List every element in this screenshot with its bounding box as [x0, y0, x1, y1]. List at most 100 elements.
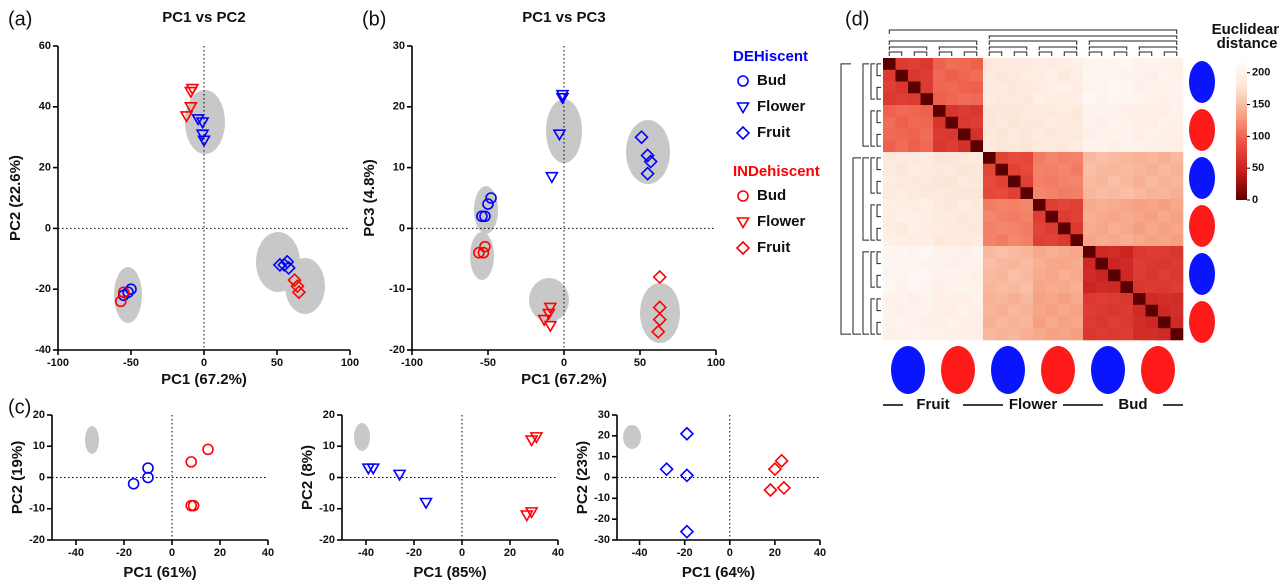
- heatmap-cell: [1020, 234, 1034, 247]
- heatmap-cell: [983, 58, 996, 71]
- heatmap-cell: [1133, 328, 1146, 341]
- y-axis-label: PC2 (19%): [9, 441, 26, 514]
- heatmap-cell: [1133, 105, 1146, 118]
- heatmap-cell: [1033, 210, 1046, 223]
- heatmap-cell: [995, 58, 1009, 71]
- marker: [767, 462, 783, 477]
- heatmap-cell: [945, 81, 959, 94]
- heatmap-cell: [883, 304, 896, 317]
- dendrogram: [870, 204, 875, 241]
- heatmap-cell: [1108, 128, 1121, 141]
- heatmap-cell: [1120, 58, 1134, 71]
- organ-icon: [1189, 205, 1215, 247]
- y-tick-label: -20: [594, 513, 610, 525]
- dendrogram: [888, 29, 1178, 34]
- heatmap-cell: [995, 187, 1009, 200]
- heatmap-cell: [1070, 328, 1084, 341]
- heatmap-cell: [1058, 187, 1071, 200]
- heatmap-cell: [1158, 163, 1171, 176]
- heatmap-cell: [920, 128, 934, 141]
- heatmap-cell: [995, 316, 1009, 329]
- heatmap-cell: [1170, 116, 1184, 129]
- heatmap-cell: [1008, 246, 1021, 259]
- heatmap-cell: [1033, 175, 1046, 188]
- heatmap-cell: [933, 210, 946, 223]
- organ-icon: [1091, 346, 1125, 394]
- heatmap-cell: [995, 199, 1009, 212]
- x-tick-label: 0: [459, 547, 465, 559]
- heatmap-cell: [958, 187, 971, 200]
- heatmap-cell: [1020, 175, 1034, 188]
- marker: [485, 192, 497, 204]
- heatmap-cell: [1133, 69, 1146, 82]
- heatmap-cell: [1108, 210, 1121, 223]
- dendrogram: [852, 157, 861, 335]
- heatmap-cell: [1108, 175, 1121, 188]
- organ-icon: [1189, 61, 1215, 103]
- dendrogram: [876, 321, 881, 335]
- x-tick-label: 0: [561, 357, 567, 369]
- heatmap-cell: [970, 328, 984, 341]
- colorbar-title: Euclidean: [1212, 21, 1279, 38]
- heatmap-cell: [1158, 105, 1171, 118]
- marker: [529, 432, 544, 444]
- heatmap-cell: [1033, 257, 1046, 270]
- heatmap-cell: [933, 81, 946, 94]
- marker: [735, 125, 751, 141]
- marker: [736, 102, 750, 115]
- heatmap-cell: [883, 69, 896, 82]
- heatmap-cell: [958, 328, 971, 341]
- heatmap-cell: [983, 222, 996, 235]
- heatmap-cell: [1083, 210, 1096, 223]
- marker: [479, 240, 491, 253]
- x-tick-label: -40: [632, 547, 648, 559]
- dendrogram: [963, 51, 978, 56]
- heatmap-cell: [1083, 293, 1096, 306]
- heatmap-cell: [1070, 175, 1084, 188]
- x-tick-label: 40: [552, 547, 564, 559]
- heatmap-cell: [1008, 81, 1021, 94]
- heatmap-cell: [945, 128, 959, 141]
- heatmap-cell: [995, 116, 1009, 129]
- heatmap-cell: [1020, 187, 1034, 200]
- marker: [187, 499, 200, 512]
- x-tick-label: -100: [47, 357, 69, 369]
- heatmap-cell: [1058, 328, 1071, 341]
- heatmap-cell: [908, 140, 921, 153]
- heatmap-cell: [1058, 222, 1071, 235]
- heatmap-cell: [1083, 116, 1096, 129]
- heatmap-cell: [883, 269, 896, 282]
- heatmap-cell: [1108, 246, 1121, 259]
- heatmap-cell: [933, 152, 946, 165]
- heatmap-cell: [1133, 293, 1146, 306]
- heatmap-cell: [1070, 246, 1084, 259]
- heatmap-cell: [1108, 269, 1121, 282]
- heatmap-cell: [1120, 187, 1134, 200]
- marker: [272, 257, 288, 273]
- heatmap-cell: [1033, 328, 1046, 341]
- heatmap-cell: [995, 269, 1009, 282]
- dendrogram: [876, 63, 881, 77]
- heatmap-cell: [995, 140, 1009, 153]
- heatmap-cell: [970, 234, 984, 247]
- heatmap-cell: [920, 175, 934, 188]
- heatmap-cell: [1095, 105, 1109, 118]
- heatmap-cell: [945, 222, 959, 235]
- heatmap-cell: [883, 199, 896, 212]
- heatmap-cell: [895, 69, 909, 82]
- heatmap-cell: [970, 304, 984, 317]
- x-axis-label: PC1 (85%): [413, 564, 486, 581]
- heatmap-cell: [1120, 304, 1134, 317]
- heatmap-cell: [1020, 222, 1034, 235]
- heatmap-cell: [933, 199, 946, 212]
- y-axis-label: PC2 (23%): [574, 441, 591, 514]
- heatmap-cell: [1020, 210, 1034, 223]
- heatmap-cell: [1158, 246, 1171, 259]
- x-tick-label: 0: [727, 547, 733, 559]
- marker: [185, 456, 197, 468]
- heatmap-cell: [908, 328, 921, 341]
- x-tick-label: 100: [341, 357, 359, 369]
- organ-icon: [1141, 346, 1175, 394]
- y-tick-label: 10: [393, 162, 405, 174]
- heatmap-cell: [945, 93, 959, 106]
